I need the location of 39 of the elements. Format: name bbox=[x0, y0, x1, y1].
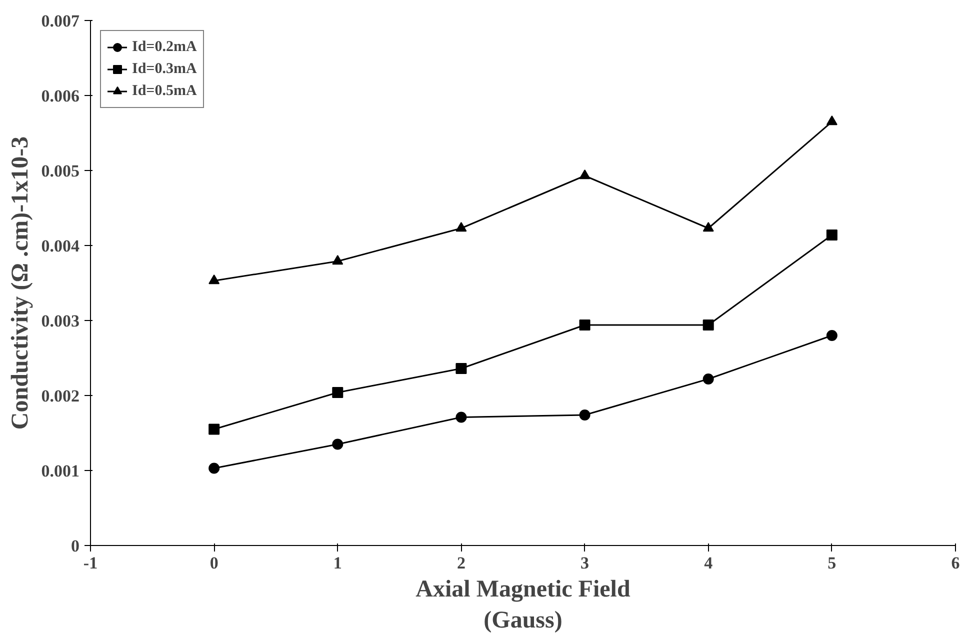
y-tick-label: 0.004 bbox=[41, 236, 80, 256]
point bbox=[332, 438, 344, 450]
legend-label: Id=0.5mA bbox=[132, 82, 197, 100]
y-tick-label: 0.007 bbox=[41, 12, 80, 30]
x-tick-label: 6 bbox=[951, 554, 960, 572]
y-tick-label: 0.002 bbox=[41, 386, 80, 406]
point bbox=[702, 374, 714, 384]
x-tick-label: 4 bbox=[704, 554, 714, 572]
x-tick-label: 2 bbox=[456, 554, 466, 572]
x-tick-label: 3 bbox=[580, 554, 590, 572]
legend-label: Id=0.2mA bbox=[132, 38, 197, 56]
point bbox=[332, 254, 344, 265]
point bbox=[702, 222, 714, 232]
y-tick-label: 0 bbox=[71, 536, 80, 556]
point bbox=[208, 274, 220, 284]
point bbox=[579, 410, 590, 420]
point bbox=[826, 330, 838, 341]
point bbox=[208, 462, 220, 474]
point bbox=[702, 320, 714, 330]
y-tick-label: 0.005 bbox=[41, 162, 80, 180]
x-axis-title: Axial Magnetic Field (Gauss) bbox=[416, 576, 631, 634]
x-tick-label: 5 bbox=[828, 554, 836, 572]
y-tick-label: 0.001 bbox=[41, 462, 80, 480]
x-tick-label: 1 bbox=[333, 554, 342, 572]
point bbox=[579, 320, 590, 330]
point bbox=[456, 222, 467, 232]
point bbox=[579, 169, 590, 180]
y-tick-label: 0.003 bbox=[41, 312, 80, 330]
point bbox=[456, 412, 467, 423]
y-tick-label: 0.006 bbox=[41, 86, 80, 106]
x-tick-label: -1 bbox=[83, 554, 98, 572]
x-tick-label: 0 bbox=[210, 554, 218, 572]
legend-label: Id=0.3mA bbox=[132, 60, 197, 78]
point bbox=[826, 230, 838, 240]
point bbox=[332, 387, 344, 398]
y-axis-title: Conductivity (Ω .cm)-1x10-3 bbox=[7, 136, 34, 430]
point bbox=[208, 424, 220, 435]
point bbox=[456, 363, 467, 374]
point bbox=[826, 115, 838, 126]
